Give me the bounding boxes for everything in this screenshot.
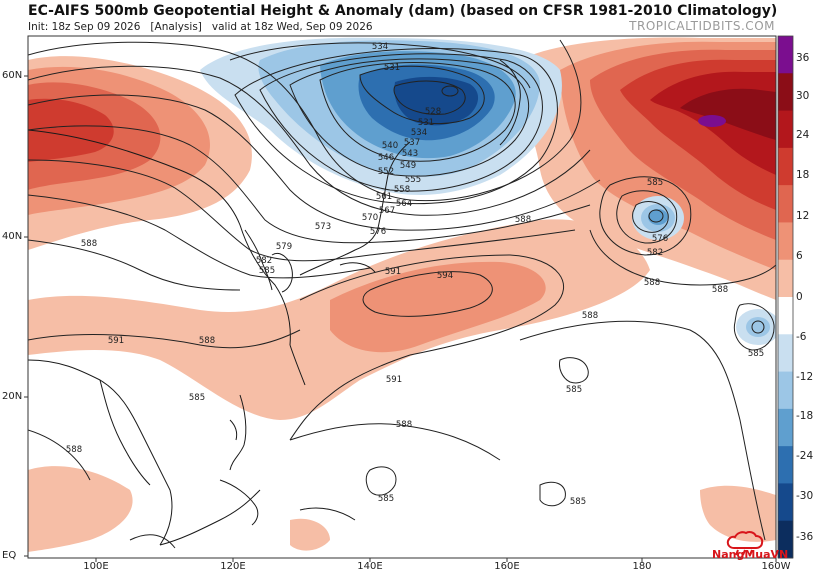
contour-label: 594 [437,271,453,281]
lon-label-180: 180 [632,561,652,572]
contour-label: 585 [748,349,764,359]
contour-label: 534 [372,42,388,52]
colorbar-swatch [778,446,793,484]
map-title: EC-AIFS 500mb Geopotential Height & Anom… [28,3,778,19]
contour-label: 561 [376,192,392,202]
colorbar-swatch [778,408,793,447]
warm-anomaly-pacific [517,37,776,300]
contour-label: 579 [276,242,292,252]
colorbar-label: -30 [796,490,814,502]
contour-label: 588 [582,311,598,321]
lat-label-eq: EQ [2,550,17,561]
contour-label: 549 [400,161,416,171]
contour-label: 546 [378,153,394,163]
colorbar-label: -36 [796,531,814,543]
colorbar-swatch [778,483,793,522]
contour-label: 552 [378,167,394,177]
contour-label: 531 [418,118,434,128]
contour-label: 573 [315,222,331,232]
contour-label: 537 [404,138,420,148]
contour-label: 585 [259,266,275,276]
contour-label: 585 [378,494,394,504]
lon-label-120e: 120E [220,561,246,572]
warm-anomaly-west [28,56,252,250]
colorbar [777,35,794,559]
colorbar-label: 30 [796,90,810,102]
contour-label: 588 [396,420,412,430]
lon-label-160w: 160W [761,561,791,572]
contour-label: 531 [384,63,400,73]
contour-label: 588 [644,278,660,288]
lat-label-60n: 60N [2,70,23,81]
contour-label: 528 [425,107,441,117]
colorbar-label: -24 [796,450,814,462]
contour-label: 585 [566,385,582,395]
contour-label: 588 [199,336,215,346]
colorbar-label: 12 [796,210,810,222]
contour-label: 585 [647,178,663,188]
colorbar-label: -12 [796,371,814,383]
contour-label: 576 [370,227,386,237]
brand-text[interactable]: TROPICALTIDBITS.COM [629,19,775,33]
lon-label-160e: 160E [494,561,520,572]
colorbar-swatch [778,110,793,149]
colorbar-swatch [778,371,793,410]
colorbar-label: 36 [796,52,810,64]
colorbar-swatch [778,259,793,298]
contour-label: 534 [411,128,427,138]
lat-label-40n: 40N [2,231,23,242]
contour-label: 567 [379,206,395,216]
colorbar-label: -6 [796,331,807,343]
contour-label: 570 [362,213,378,223]
watermark-text: NangMuaVN [712,548,789,561]
colorbar-label: 6 [796,250,803,262]
map-subtitle: Init: 18z Sep 09 2026 [Analysis] valid a… [28,21,373,33]
colorbar-swatch [778,334,793,373]
coastlines [28,59,521,546]
contour-labels: 534 531 528 531 534 537 540 543 546 549 … [66,42,764,507]
colorbar-swatch [778,147,793,186]
cold-anomaly-trough [200,37,562,196]
contour-label: 543 [402,149,418,159]
contour-label: 591 [386,375,402,385]
contour-label: 585 [189,393,205,403]
axis-ticks [24,75,777,562]
contour-label: 585 [570,497,586,507]
contour-label: 582 [256,256,272,266]
colorbar-swatch [778,297,793,335]
lon-label-100e: 100E [83,561,109,572]
contour-label: 540 [382,141,398,151]
colorbar-label: 0 [796,291,803,303]
colorbar-label: 24 [796,129,810,141]
contour-label: 588 [66,445,82,455]
contour-label: 591 [108,336,124,346]
height-contours [28,39,776,549]
colorbar-swatch [778,222,793,261]
contour-label: 588 [81,239,97,249]
colorbar-swatch [778,73,793,112]
colorbar-swatch [778,185,793,223]
colorbar-label: -18 [796,410,814,422]
lon-label-140e: 140E [357,561,383,572]
contour-label: 591 [385,267,401,277]
colorbar-swatch [778,520,793,559]
map-border [27,35,777,559]
colorbar-border [777,35,794,559]
contour-label: 576 [652,234,668,244]
contour-label: 588 [712,285,728,295]
contour-label: 564 [396,199,412,209]
lat-label-20n: 20N [2,391,23,402]
colorbar-swatch [778,36,793,74]
colorbar-label: 18 [796,169,810,181]
contour-label: 558 [394,185,410,195]
contour-label: 555 [405,175,421,185]
contour-label: 588 [515,215,531,225]
cloud-logo-icon [726,531,764,556]
cutoff-low-anomalies [632,196,776,345]
contour-label: 582 [647,248,663,258]
